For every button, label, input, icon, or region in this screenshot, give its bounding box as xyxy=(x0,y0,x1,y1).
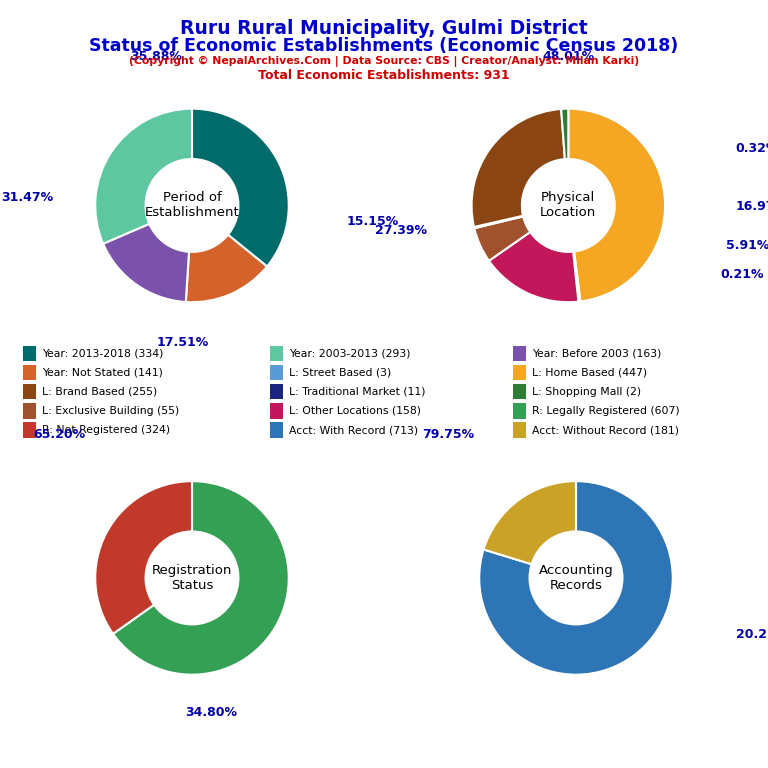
Wedge shape xyxy=(475,217,530,261)
Wedge shape xyxy=(479,481,673,675)
Bar xyxy=(23,365,36,380)
Wedge shape xyxy=(95,109,192,243)
Text: R: Not Registered (324): R: Not Registered (324) xyxy=(42,425,170,435)
Bar xyxy=(23,403,36,419)
Text: L: Exclusive Building (55): L: Exclusive Building (55) xyxy=(42,406,179,416)
Text: Acct: With Record (713): Acct: With Record (713) xyxy=(289,425,418,435)
Text: R: Legally Registered (607): R: Legally Registered (607) xyxy=(532,406,680,416)
Bar xyxy=(23,346,36,361)
Text: 48.01%: 48.01% xyxy=(542,50,594,63)
Bar xyxy=(270,403,283,419)
Text: Acct: Without Record (181): Acct: Without Record (181) xyxy=(532,425,679,435)
Wedge shape xyxy=(484,481,576,564)
Wedge shape xyxy=(573,252,581,302)
Wedge shape xyxy=(95,481,192,634)
Bar xyxy=(513,384,526,399)
Text: L: Brand Based (255): L: Brand Based (255) xyxy=(42,386,157,397)
Text: L: Home Based (447): L: Home Based (447) xyxy=(532,367,647,378)
Text: Ruru Rural Municipality, Gulmi District: Ruru Rural Municipality, Gulmi District xyxy=(180,19,588,38)
Text: 79.75%: 79.75% xyxy=(422,428,474,441)
Text: 65.20%: 65.20% xyxy=(33,428,85,441)
Text: Accounting
Records: Accounting Records xyxy=(538,564,614,592)
Text: 0.21%: 0.21% xyxy=(720,268,764,281)
Bar xyxy=(270,346,283,361)
Text: L: Shopping Mall (2): L: Shopping Mall (2) xyxy=(532,386,641,397)
Text: Period of
Establishment: Period of Establishment xyxy=(144,191,240,220)
Bar xyxy=(23,422,36,438)
Wedge shape xyxy=(561,109,568,159)
Text: Year: 2003-2013 (293): Year: 2003-2013 (293) xyxy=(289,348,410,359)
Text: 34.80%: 34.80% xyxy=(185,706,237,719)
Wedge shape xyxy=(568,109,665,302)
Text: 27.39%: 27.39% xyxy=(376,224,428,237)
Text: Year: 2013-2018 (334): Year: 2013-2018 (334) xyxy=(42,348,164,359)
Bar xyxy=(23,384,36,399)
Wedge shape xyxy=(103,223,189,302)
Text: 17.51%: 17.51% xyxy=(156,336,208,349)
Text: Year: Before 2003 (163): Year: Before 2003 (163) xyxy=(532,348,661,359)
Bar xyxy=(270,422,283,438)
Text: 5.91%: 5.91% xyxy=(726,239,768,252)
Text: L: Street Based (3): L: Street Based (3) xyxy=(289,367,391,378)
Text: 31.47%: 31.47% xyxy=(2,190,54,204)
Text: 35.88%: 35.88% xyxy=(130,50,182,63)
Bar xyxy=(513,346,526,361)
Text: 16.97%: 16.97% xyxy=(735,200,768,214)
Wedge shape xyxy=(474,216,523,228)
Bar xyxy=(270,384,283,399)
Text: Total Economic Establishments: 931: Total Economic Establishments: 931 xyxy=(258,69,510,82)
Bar xyxy=(513,422,526,438)
Wedge shape xyxy=(472,109,565,227)
Text: 20.25%: 20.25% xyxy=(736,628,768,641)
Bar xyxy=(270,365,283,380)
Text: Year: Not Stated (141): Year: Not Stated (141) xyxy=(42,367,163,378)
Text: Registration
Status: Registration Status xyxy=(152,564,232,592)
Bar xyxy=(513,365,526,380)
Wedge shape xyxy=(113,481,289,674)
Wedge shape xyxy=(186,235,267,302)
Text: 0.32%: 0.32% xyxy=(735,142,768,155)
Text: L: Other Locations (158): L: Other Locations (158) xyxy=(289,406,421,416)
Wedge shape xyxy=(192,109,289,266)
Wedge shape xyxy=(489,232,578,302)
Text: Physical
Location: Physical Location xyxy=(540,191,597,220)
Bar xyxy=(513,403,526,419)
Text: (Copyright © NepalArchives.Com | Data Source: CBS | Creator/Analyst: Milan Karki: (Copyright © NepalArchives.Com | Data So… xyxy=(129,56,639,67)
Text: L: Traditional Market (11): L: Traditional Market (11) xyxy=(289,386,425,397)
Text: 15.15%: 15.15% xyxy=(347,215,399,228)
Text: Status of Economic Establishments (Economic Census 2018): Status of Economic Establishments (Econo… xyxy=(89,37,679,55)
